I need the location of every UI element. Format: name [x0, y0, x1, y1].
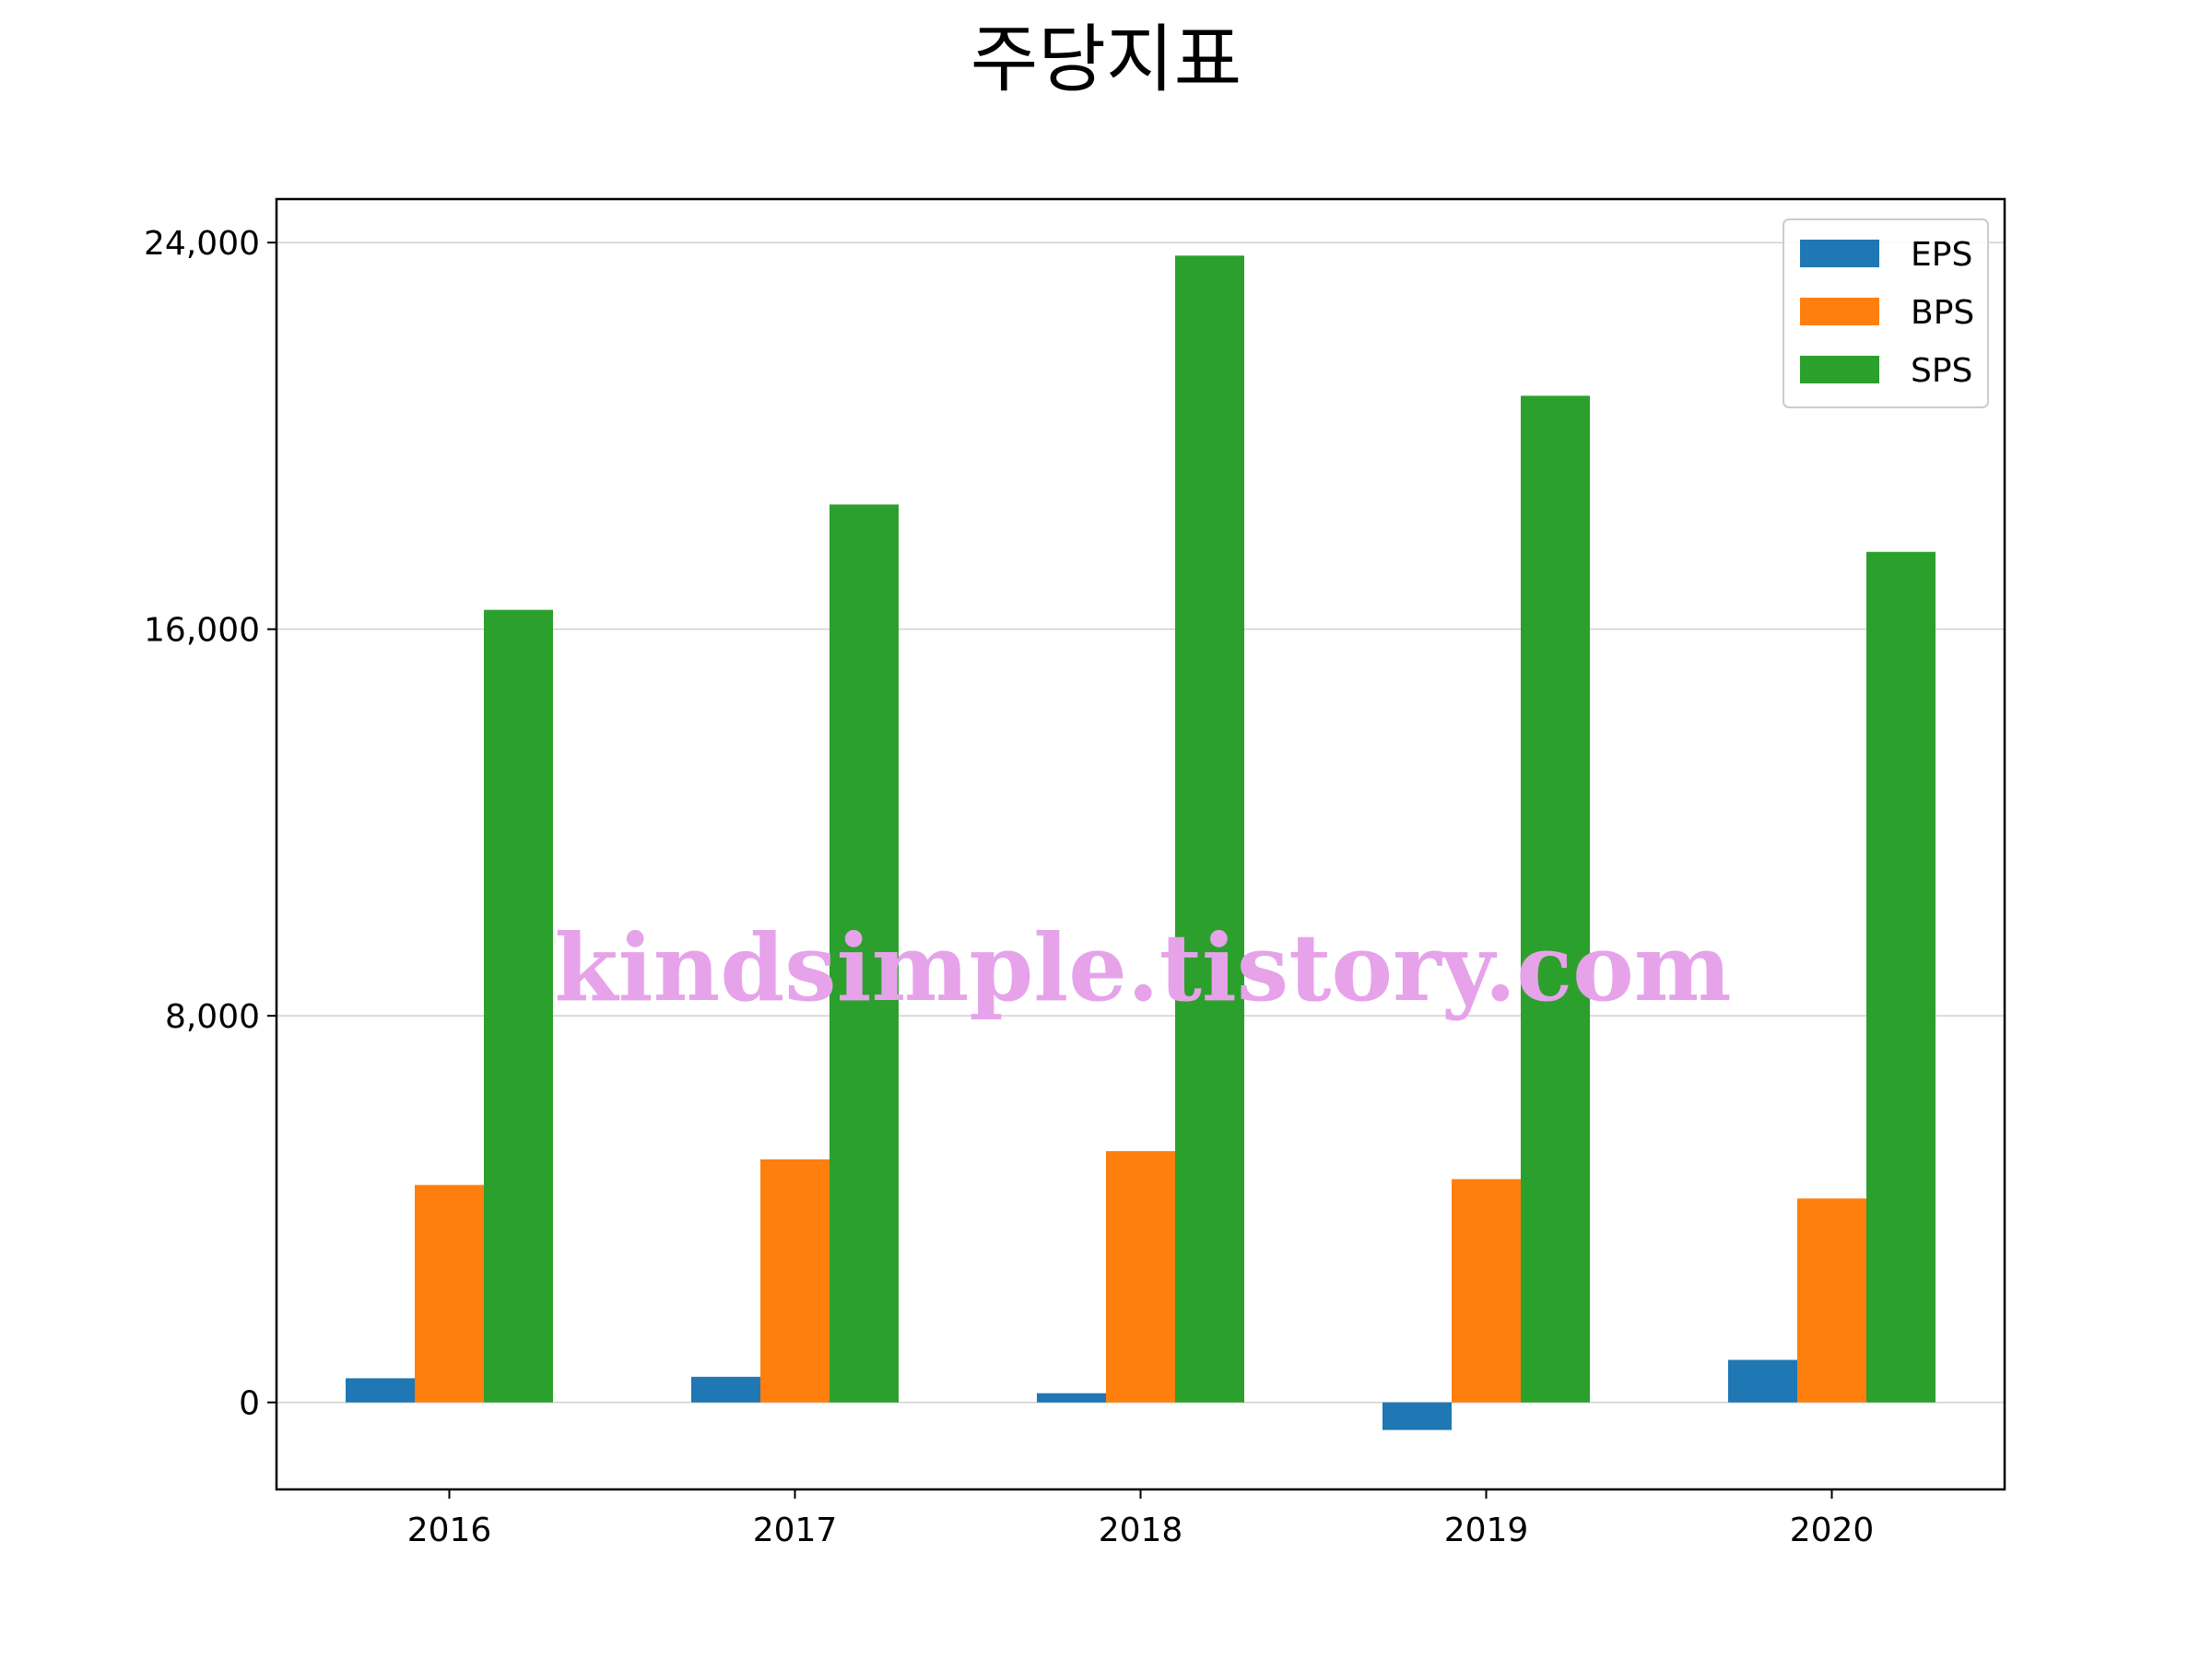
bar-bps-2018: [1106, 1150, 1175, 1403]
watermark: kindsimple.tistory.com: [554, 913, 1731, 1022]
legend: EPS BPS SPS: [1783, 218, 1989, 408]
y-tick-label: 0: [239, 1385, 260, 1423]
legend-swatch-bps: [1800, 298, 1879, 325]
x-tick-label: 2016: [407, 1512, 492, 1549]
bar-bps-2017: [760, 1159, 830, 1403]
x-tick-label: 2019: [1444, 1512, 1529, 1549]
bars: [346, 255, 1936, 1430]
bar-sps-2016: [484, 609, 553, 1403]
bar-eps-2017: [691, 1376, 760, 1403]
bar-bps-2020: [1797, 1198, 1866, 1403]
y-tick-label: 16,000: [144, 612, 260, 650]
bar-sps-2018: [1175, 255, 1244, 1403]
legend-swatch-sps: [1800, 356, 1879, 383]
bar-eps-2019: [1382, 1402, 1452, 1430]
bar-sps-2017: [830, 504, 899, 1403]
legend-label-sps: SPS: [1911, 352, 1972, 390]
bar-bps-2016: [415, 1184, 484, 1403]
legend-label-eps: EPS: [1911, 236, 1972, 274]
bar-eps-2020: [1728, 1359, 1797, 1403]
y-tick-label: 24,000: [144, 225, 260, 263]
x-tick-label: 2017: [753, 1512, 838, 1549]
bar-bps-2019: [1452, 1179, 1521, 1403]
bar-sps-2020: [1866, 551, 1936, 1403]
bar-sps-2019: [1521, 395, 1590, 1403]
x-axis: 2016 2017 2018 2019 2020: [407, 1489, 1875, 1549]
x-tick-label: 2018: [1099, 1512, 1183, 1549]
bar-eps-2016: [346, 1378, 415, 1403]
y-tick-label: 8,000: [165, 998, 260, 1036]
y-axis: 0 8,000 16,000 24,000: [144, 225, 276, 1423]
chart-title: 주당지표: [971, 17, 1241, 102]
legend-swatch-eps: [1800, 240, 1879, 267]
bar-eps-2018: [1037, 1393, 1106, 1403]
x-tick-label: 2020: [1790, 1512, 1875, 1549]
legend-label-bps: BPS: [1911, 294, 1974, 332]
